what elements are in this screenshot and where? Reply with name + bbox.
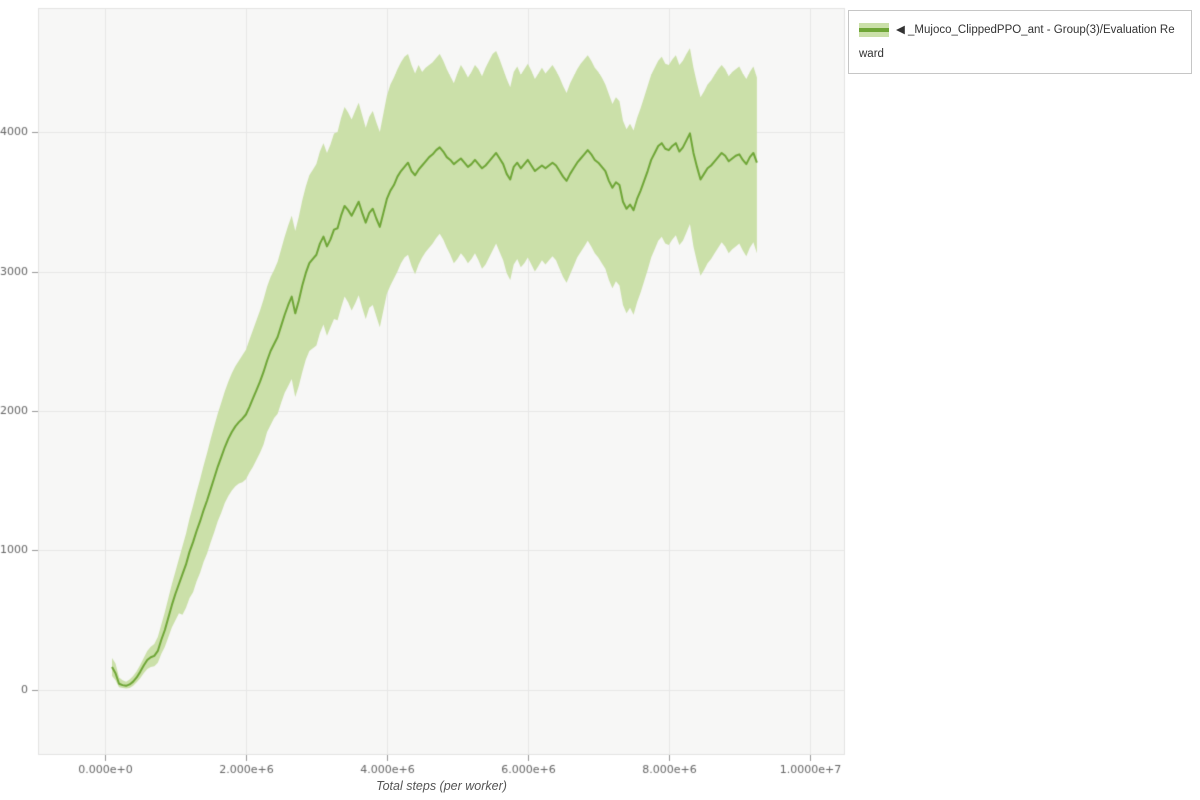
legend-label: ◀ _Mujoco_ClippedPPO_ant - Group(3)/Eval… [859,24,1175,60]
legend-swatch-band [859,22,889,37]
x-axis-title: Total steps (per worker) [376,779,507,793]
legend-swatch-line [859,27,889,32]
legend[interactable]: ◀ _Mujoco_ClippedPPO_ant - Group(3)/Eval… [848,10,1192,74]
